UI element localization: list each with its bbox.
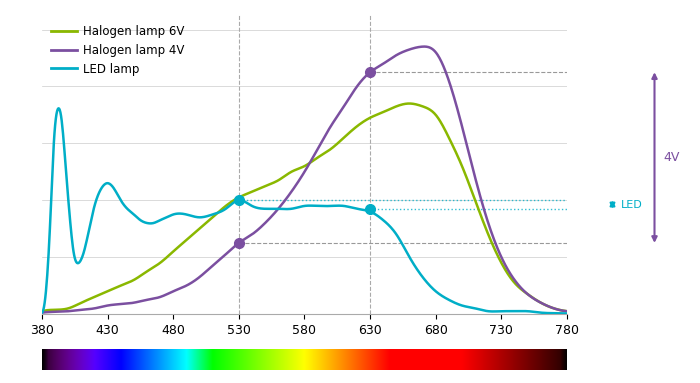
Legend: Halogen lamp 6V, Halogen lamp 4V, LED lamp: Halogen lamp 6V, Halogen lamp 4V, LED la… (48, 21, 188, 79)
Text: 4V: 4V (663, 151, 679, 164)
Text: LED: LED (621, 200, 643, 210)
